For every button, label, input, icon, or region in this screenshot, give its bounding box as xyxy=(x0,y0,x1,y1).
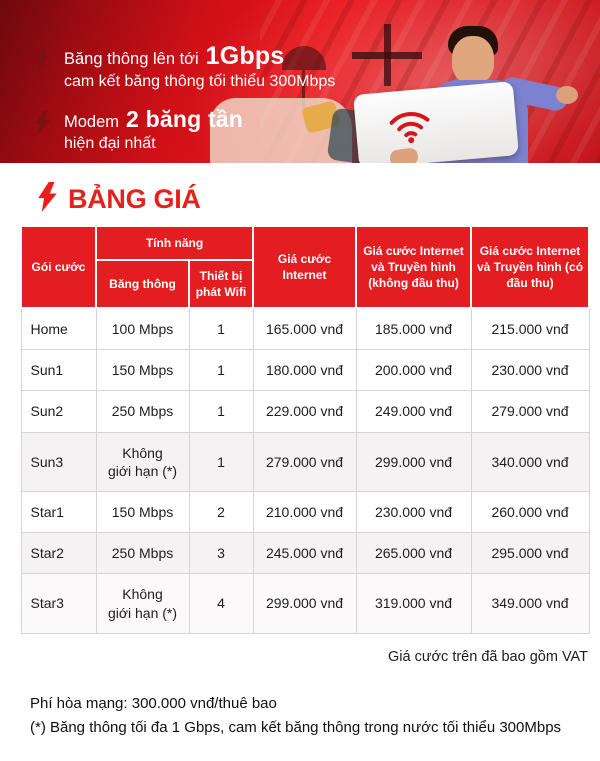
column-header-package: Gói cước xyxy=(20,225,97,309)
internet-tv-no-box-price: 249.000 vnđ xyxy=(355,390,472,433)
internet-tv-box-price: 349.000 vnđ xyxy=(470,573,590,634)
column-header-internet-price: Giá cước Internet xyxy=(252,225,358,309)
asterisk-note: (*) Băng thông tối đa 1 Gbps, cam kết bă… xyxy=(30,719,562,736)
column-header-bandwidth: Băng thông xyxy=(95,259,190,309)
lightning-icon xyxy=(35,47,50,76)
internet-tv-no-box-price: 230.000 vnđ xyxy=(355,490,472,534)
table-row: Star3 Không giới hạn (*) 4 299.000 vnđ 3… xyxy=(20,573,590,634)
feature-text: Modem xyxy=(64,113,120,131)
internet-price: 210.000 vnđ xyxy=(252,490,357,534)
package-name: Star2 xyxy=(20,532,97,575)
price-table: Gói cước Tính năng Giá cước Internet Giá… xyxy=(20,225,591,634)
internet-price: 229.000 vnđ xyxy=(252,390,357,433)
internet-tv-no-box-price: 319.000 vnđ xyxy=(355,573,472,634)
package-name: Home xyxy=(20,307,97,351)
package-name: Sun2 xyxy=(20,390,97,433)
page-title: BẢNG GIÁ xyxy=(68,184,201,214)
internet-tv-box-price: 340.000 vnđ xyxy=(470,431,590,492)
column-header-features-group: Tính năng xyxy=(94,225,255,261)
bandwidth-value: Không giới hạn (*) xyxy=(95,431,190,492)
feature-item-bandwidth: Băng thông lên tới 1Gbps cam kết băng th… xyxy=(35,42,335,91)
package-name: Sun1 xyxy=(20,349,97,392)
package-name: Star1 xyxy=(20,490,97,534)
wifi-icon xyxy=(386,105,433,150)
feature-text: Băng thông lên tới xyxy=(64,50,199,68)
package-name: Star3 xyxy=(20,573,97,634)
bandwidth-value: 250 Mbps xyxy=(95,390,190,433)
banner-feature-list: Băng thông lên tới 1Gbps cam kết băng th… xyxy=(35,42,335,153)
internet-price: 180.000 vnđ xyxy=(252,349,357,392)
wifi-devices-value: 4 xyxy=(188,573,254,634)
laptop-shape xyxy=(353,81,519,163)
feature-highlight: 1Gbps xyxy=(205,42,285,70)
internet-tv-box-price: 230.000 vnđ xyxy=(470,349,590,392)
table-row: Star2 250 Mbps 3 245.000 vnđ 265.000 vnđ… xyxy=(20,532,590,575)
price-table-header: Gói cước Tính năng Giá cước Internet Giá… xyxy=(20,225,591,309)
table-row: Home 100 Mbps 1 165.000 vnđ 185.000 vnđ … xyxy=(20,307,590,351)
promo-banner: Băng thông lên tới 1Gbps cam kết băng th… xyxy=(0,0,600,163)
table-row: Sun3 Không giới hạn (*) 1 279.000 vnđ 29… xyxy=(20,431,590,492)
wifi-devices-value: 3 xyxy=(188,532,254,575)
internet-price: 245.000 vnđ xyxy=(252,532,357,575)
connection-fee-note: Phí hòa mạng: 300.000 vnđ/thuê bao xyxy=(30,695,277,712)
bandwidth-value: Không giới hạn (*) xyxy=(95,573,190,634)
internet-tv-no-box-price: 200.000 vnđ xyxy=(355,349,472,392)
bandwidth-value: 150 Mbps xyxy=(95,349,190,392)
table-row: Sun2 250 Mbps 1 229.000 vnđ 249.000 vnđ … xyxy=(20,390,590,433)
vat-note: Giá cước trên đã bao gồm VAT xyxy=(387,649,588,665)
bandwidth-value: 250 Mbps xyxy=(95,532,190,575)
internet-tv-box-price: 260.000 vnđ xyxy=(470,490,590,534)
internet-price: 279.000 vnđ xyxy=(252,431,357,492)
lightning-icon xyxy=(35,111,50,140)
internet-price: 299.000 vnđ xyxy=(252,573,357,634)
wifi-devices-value: 2 xyxy=(188,490,254,534)
column-header-internet-tv-box: Giá cước Internet và Truyền hình (có đầu… xyxy=(470,225,591,309)
footer-notes: Phí hòa mạng: 300.000 vnđ/thuê bao (*) B… xyxy=(30,692,561,740)
internet-tv-no-box-price: 299.000 vnđ xyxy=(355,431,472,492)
person-head xyxy=(452,36,494,84)
column-header-internet-tv-no-box: Giá cước Internet và Truyền hình (không … xyxy=(355,225,473,309)
feature-item-modem: Modem 2 băng tần hiện đại nhất xyxy=(35,106,335,153)
price-list-heading: BẢNG GIÁ xyxy=(38,182,201,217)
internet-tv-box-price: 279.000 vnđ xyxy=(470,390,590,433)
internet-tv-no-box-price: 265.000 vnđ xyxy=(355,532,472,575)
feature-subtext: hiện đại nhất xyxy=(64,135,156,152)
wifi-devices-value: 1 xyxy=(188,349,254,392)
table-row: Star1 150 Mbps 2 210.000 vnđ 230.000 vnđ… xyxy=(20,490,590,534)
wifi-devices-value: 1 xyxy=(188,390,254,433)
person-hand xyxy=(556,86,578,104)
internet-tv-no-box-price: 185.000 vnđ xyxy=(355,307,472,351)
bandwidth-value: 150 Mbps xyxy=(95,490,190,534)
package-name: Sun3 xyxy=(20,431,97,492)
internet-tv-box-price: 295.000 vnđ xyxy=(470,532,590,575)
wifi-devices-value: 1 xyxy=(188,431,254,492)
lightning-icon xyxy=(38,182,57,217)
wifi-devices-value: 1 xyxy=(188,307,254,351)
lamp-pole-shape xyxy=(302,70,305,112)
table-row: Sun1 150 Mbps 1 180.000 vnđ 200.000 vnđ … xyxy=(20,349,590,392)
column-header-wifi-devices: Thiết bị phát Wifi xyxy=(187,259,255,309)
feature-highlight: 2 băng tần xyxy=(126,106,244,132)
bandwidth-value: 100 Mbps xyxy=(95,307,190,351)
internet-tv-box-price: 215.000 vnđ xyxy=(470,307,590,351)
feature-subtext: cam kết băng thông tối thiểu 300Mbps xyxy=(64,73,336,90)
window-frame-shape xyxy=(352,52,422,59)
internet-price: 165.000 vnđ xyxy=(252,307,357,351)
